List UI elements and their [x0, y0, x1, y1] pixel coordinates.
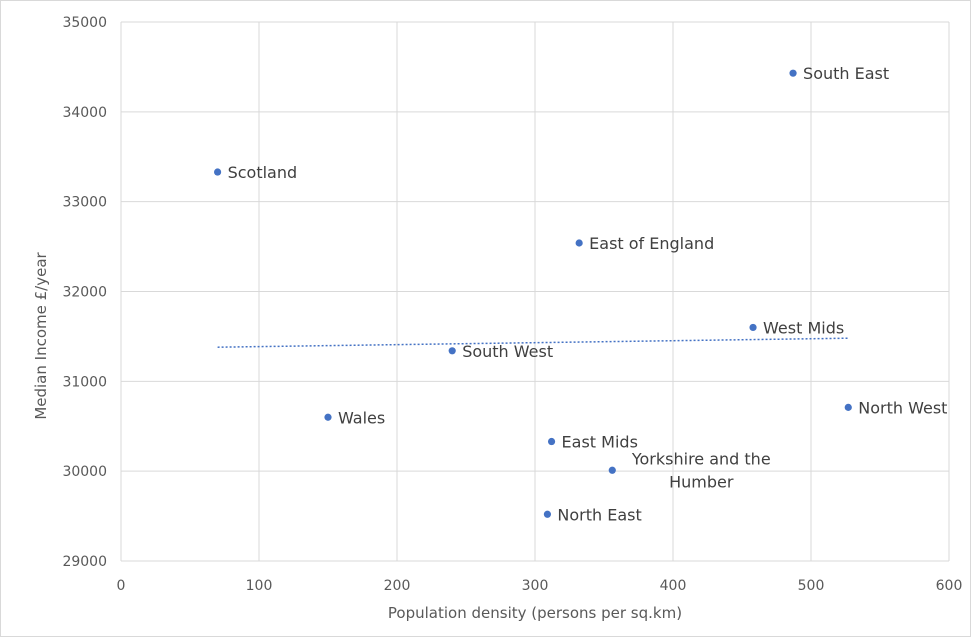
y-tick-label: 31000 [62, 374, 107, 390]
x-tick-label: 0 [117, 578, 126, 594]
x-tick-label: 500 [798, 578, 825, 594]
data-points: Scotland Wales South West North East East Mi… [214, 64, 947, 524]
y-tick-label: 35000 [62, 15, 107, 31]
trendline [217, 337, 849, 348]
data-label: Yorkshire and the Humber [631, 449, 771, 491]
tick-labels: 0 100 200 300 400 500 600 29000 30000 31000 32000 3… [62, 15, 962, 594]
data-point [789, 69, 797, 77]
data-label: East of England [589, 234, 714, 253]
data-point [749, 323, 757, 332]
gridlines [120, 21, 950, 562]
data-label: East Mids [562, 433, 638, 452]
y-tick-label: 34000 [62, 105, 107, 121]
x-tick-label: 300 [522, 578, 549, 594]
data-point [448, 347, 456, 355]
x-tick-label: 100 [246, 578, 273, 594]
data-point [608, 466, 616, 474]
data-point [543, 510, 552, 518]
y-tick-label: 32000 [62, 285, 107, 301]
x-tick-label: 600 [936, 578, 963, 594]
data-point [844, 403, 852, 411]
y-axis-title: Median Income £/year [32, 251, 50, 419]
y-tick-label: 30000 [62, 464, 107, 480]
data-label: South East [803, 64, 889, 83]
data-label: Scotland [228, 163, 298, 182]
x-tick-label: 200 [384, 578, 411, 594]
data-point [324, 413, 332, 421]
data-label: South West [462, 342, 553, 361]
data-point [547, 437, 556, 446]
y-tick-label: 29000 [62, 554, 107, 570]
data-point [575, 239, 583, 247]
x-axis-title: Population density (persons per sq.km) [388, 604, 682, 622]
x-tick-label: 400 [660, 578, 687, 594]
data-label: North West [858, 398, 947, 417]
y-tick-label: 33000 [62, 195, 107, 211]
data-label: West Mids [763, 318, 844, 337]
data-label: Wales [338, 408, 385, 427]
data-label: North East [557, 505, 641, 524]
data-point [214, 168, 222, 176]
